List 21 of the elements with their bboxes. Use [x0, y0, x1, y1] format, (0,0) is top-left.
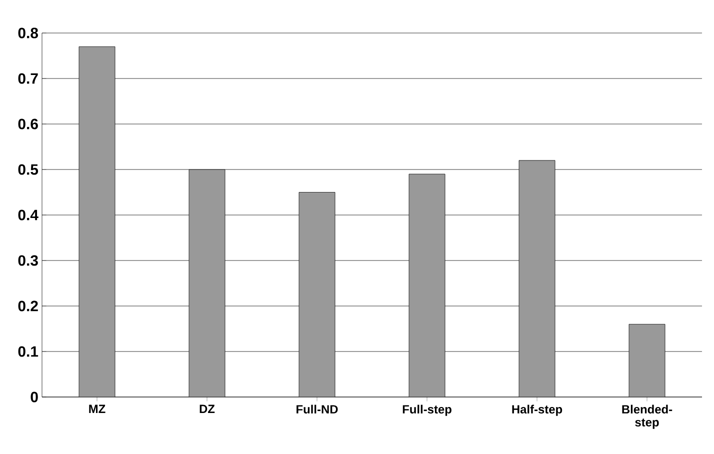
- bar: [518, 160, 556, 397]
- x-tick-label: DZ: [200, 404, 215, 413]
- bar: [78, 46, 116, 397]
- x-tick-label: Full-ND: [296, 404, 338, 414]
- x-tick-label: Half-step: [512, 404, 562, 416]
- bar: [298, 192, 336, 397]
- x-tick-label: Blended-step: [622, 404, 672, 429]
- y-tick-label: 0.3: [18, 255, 38, 266]
- y-tick-label: 0.8: [18, 28, 38, 38]
- bar: [188, 169, 226, 397]
- y-tick-label: 0.4: [18, 210, 38, 220]
- bar: [628, 324, 666, 397]
- y-tick-label: 0.2: [18, 300, 38, 312]
- y-tick-label: 0.7: [18, 73, 38, 84]
- y-tick-label: 0: [30, 392, 38, 402]
- x-tick-label: MZ: [89, 404, 106, 413]
- y-tick-label: 0.5: [18, 164, 38, 175]
- bar: [408, 174, 446, 397]
- y-tick-label: 0.1: [18, 346, 38, 357]
- x-tick-label: Full-step: [402, 404, 452, 416]
- y-tick-label: 0.6: [18, 118, 38, 130]
